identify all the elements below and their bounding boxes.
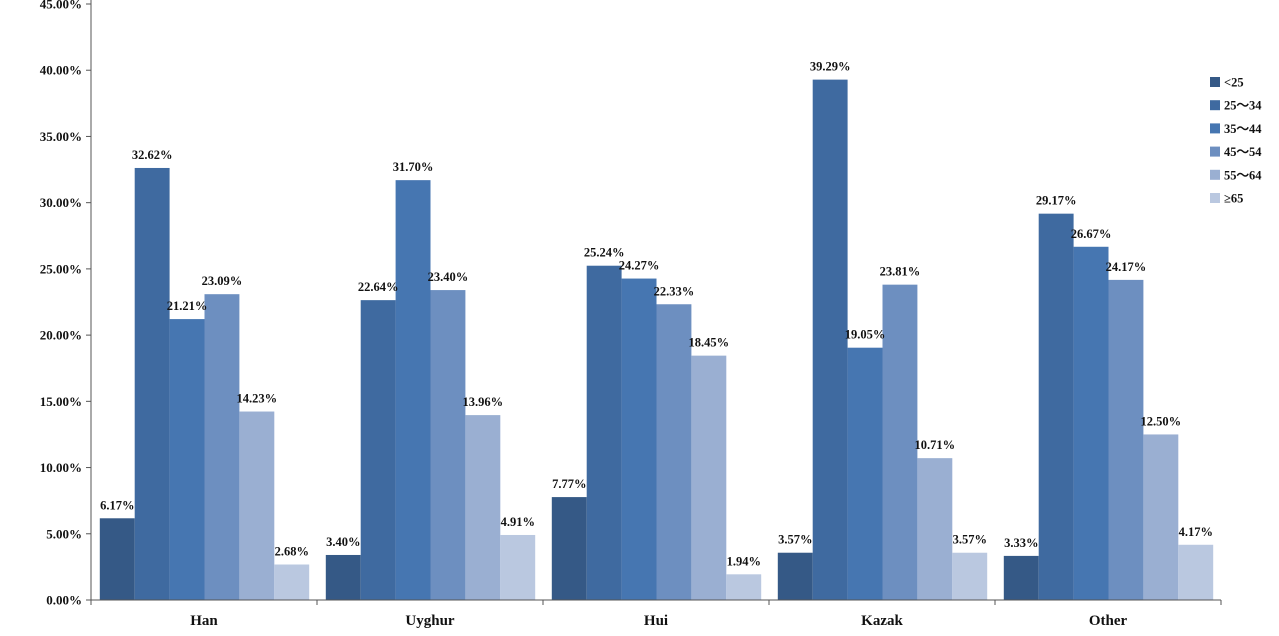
bar	[239, 411, 275, 600]
data-labels: 6.17% 32.62% 21.21% 23.09% 14.23% 2.68% 3.40% 2…	[100, 60, 1213, 569]
x-axis: Han Uyghur Hui Kazak Other	[90, 599, 1222, 629]
y-tick-label: 15.00%	[40, 394, 82, 409]
bar	[847, 347, 883, 600]
legend-swatch	[1210, 100, 1220, 111]
data-label: 26.67%	[1071, 227, 1112, 241]
legend-label: 25～34	[1224, 99, 1262, 113]
legend-swatch	[1210, 169, 1220, 180]
data-label: 14.23%	[237, 392, 278, 406]
data-label: 24.27%	[619, 259, 660, 273]
bar	[952, 552, 988, 600]
legend: <25 25～34 35～44 45～54 55～64 ≥65	[1210, 76, 1262, 206]
bar	[586, 265, 622, 600]
legend-label: 35～44	[1224, 122, 1262, 136]
data-label: 10.71%	[915, 438, 956, 452]
data-label: 39.29%	[810, 60, 851, 74]
data-label: 18.45%	[689, 336, 730, 350]
bar	[430, 290, 466, 600]
bars	[99, 79, 1214, 601]
data-label: 25.24%	[584, 246, 625, 260]
y-tick-label: 20.00%	[40, 328, 82, 343]
data-label: 7.77%	[552, 477, 586, 491]
bar	[656, 304, 692, 600]
data-label: 3.40%	[326, 535, 360, 549]
bar	[500, 534, 536, 600]
x-category-label: Han	[190, 613, 218, 629]
bar	[1038, 213, 1074, 601]
bar	[274, 564, 310, 600]
data-label: 21.21%	[167, 299, 208, 313]
bar	[777, 552, 813, 600]
x-category-label: Kazak	[861, 613, 903, 629]
legend-swatch	[1210, 146, 1220, 157]
y-tick-label: 40.00%	[40, 63, 82, 78]
y-tick-label: 10.00%	[40, 460, 82, 475]
data-label: 23.40%	[428, 270, 469, 284]
data-label: 19.05%	[845, 328, 886, 342]
bar	[551, 497, 587, 600]
bar	[1108, 279, 1144, 600]
bar	[812, 79, 848, 600]
bar	[1003, 555, 1039, 600]
x-category-label: Other	[1089, 613, 1128, 629]
data-label: 3.57%	[778, 533, 812, 547]
x-category-label: Uyghur	[405, 613, 455, 629]
legend-swatch	[1210, 77, 1220, 87]
data-label: 3.33%	[1004, 536, 1038, 550]
legend-swatch	[1210, 123, 1220, 134]
legend-label: ≥65	[1224, 192, 1243, 206]
data-label: 2.68%	[275, 545, 309, 559]
data-label: 23.81%	[880, 265, 921, 279]
data-label: 6.17%	[100, 498, 134, 512]
y-tick-label: 30.00%	[40, 195, 82, 210]
y-axis: 0.00% 5.00% 10.00% 15.00% 20.00% 25.00% 30.00%…	[40, 0, 92, 608]
data-label: 24.17%	[1106, 260, 1147, 274]
y-tick-label: 5.00%	[46, 526, 82, 541]
data-label: 29.17%	[1036, 194, 1077, 208]
y-tick-label: 35.00%	[40, 129, 82, 144]
bar	[917, 458, 953, 600]
y-tick-label: 45.00%	[40, 0, 82, 12]
bar	[169, 319, 205, 600]
bar	[621, 278, 657, 600]
data-label: 31.70%	[393, 160, 434, 174]
bar	[99, 518, 135, 600]
bar	[882, 284, 918, 600]
bar	[1143, 434, 1179, 600]
bar	[691, 355, 727, 600]
y-tick-label: 0.00%	[46, 593, 82, 608]
legend-swatch	[1210, 193, 1220, 203]
data-label: 22.33%	[654, 284, 695, 298]
data-label: 12.50%	[1141, 414, 1182, 428]
x-category-label: Hui	[644, 613, 668, 629]
y-tick-label: 25.00%	[40, 261, 82, 276]
data-label: 32.62%	[132, 148, 173, 162]
data-label: 13.96%	[463, 395, 504, 409]
bar	[465, 415, 501, 600]
bar	[325, 554, 361, 600]
data-label: 1.94%	[727, 554, 761, 568]
bar	[204, 294, 240, 600]
bar	[395, 180, 431, 600]
data-label: 23.09%	[202, 274, 243, 288]
data-label: 4.17%	[1179, 525, 1213, 539]
bar	[1073, 246, 1109, 600]
bar	[134, 167, 170, 600]
bar	[1178, 544, 1214, 600]
data-label: 22.64%	[358, 280, 399, 294]
bar	[726, 574, 762, 600]
legend-label: 45～54	[1224, 145, 1262, 159]
data-label: 3.57%	[953, 533, 987, 547]
bar	[360, 300, 396, 600]
data-label: 4.91%	[501, 515, 535, 529]
legend-label: 55～64	[1224, 168, 1262, 182]
legend-label: <25	[1224, 76, 1244, 90]
